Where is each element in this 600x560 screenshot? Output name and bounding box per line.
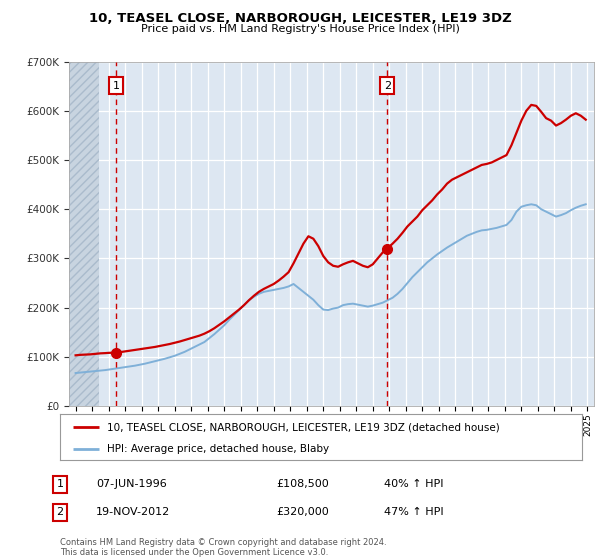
Text: £320,000: £320,000 bbox=[276, 507, 329, 517]
Text: 07-JUN-1996: 07-JUN-1996 bbox=[96, 479, 167, 489]
Text: HPI: Average price, detached house, Blaby: HPI: Average price, detached house, Blab… bbox=[107, 444, 329, 454]
Text: 2: 2 bbox=[384, 81, 391, 91]
Text: £108,500: £108,500 bbox=[276, 479, 329, 489]
Text: Contains HM Land Registry data © Crown copyright and database right 2024.
This d: Contains HM Land Registry data © Crown c… bbox=[60, 538, 386, 557]
Bar bbox=[69, 62, 99, 406]
Text: 1: 1 bbox=[112, 81, 119, 91]
Text: 1: 1 bbox=[56, 479, 64, 489]
Text: 2: 2 bbox=[56, 507, 64, 517]
Text: 10, TEASEL CLOSE, NARBOROUGH, LEICESTER, LE19 3DZ (detached house): 10, TEASEL CLOSE, NARBOROUGH, LEICESTER,… bbox=[107, 422, 500, 432]
Text: Price paid vs. HM Land Registry's House Price Index (HPI): Price paid vs. HM Land Registry's House … bbox=[140, 24, 460, 34]
Text: 10, TEASEL CLOSE, NARBOROUGH, LEICESTER, LE19 3DZ: 10, TEASEL CLOSE, NARBOROUGH, LEICESTER,… bbox=[89, 12, 511, 25]
Text: 47% ↑ HPI: 47% ↑ HPI bbox=[384, 507, 443, 517]
Text: 40% ↑ HPI: 40% ↑ HPI bbox=[384, 479, 443, 489]
Text: 19-NOV-2012: 19-NOV-2012 bbox=[96, 507, 170, 517]
